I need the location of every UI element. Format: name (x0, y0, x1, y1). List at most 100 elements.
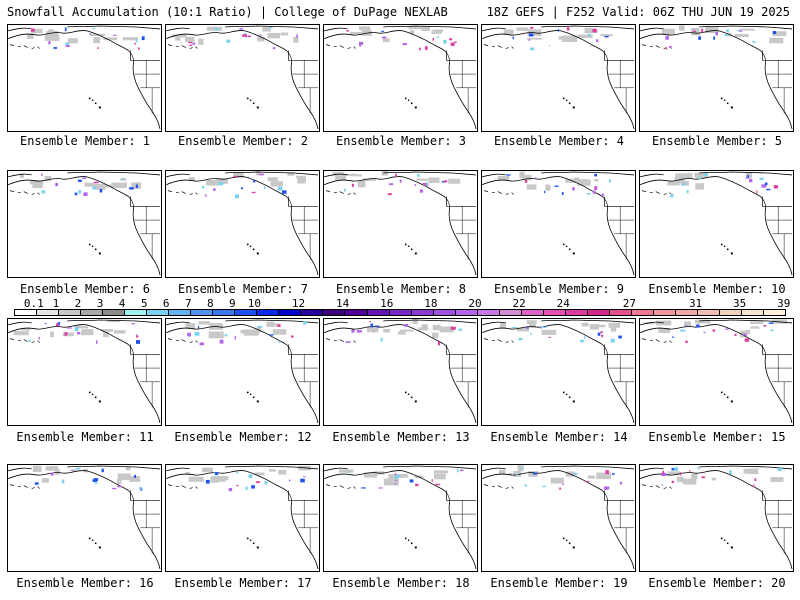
colorbar-swatch (37, 310, 60, 315)
colorbar-swatch (125, 310, 148, 315)
ensemble-member-label: Ensemble Member: 11 (16, 430, 154, 444)
colorbar-tick-label: 0.1 (23, 297, 44, 310)
ensemble-member-label: Ensemble Member: 13 (332, 430, 470, 444)
colorbar-swatch (697, 310, 720, 315)
colorbar-swatch (169, 310, 192, 315)
ensemble-map-15 (639, 318, 794, 426)
ensemble-map-11 (7, 318, 162, 426)
colorbar-swatch (455, 310, 478, 315)
colorbar-swatch (345, 310, 368, 315)
colorbar-swatch (609, 310, 632, 315)
ensemble-member-label: Ensemble Member: 6 (19, 282, 151, 296)
ensemble-map-8 (323, 170, 478, 278)
colorbar-tick-label: 10 (247, 297, 262, 310)
colorbar-swatch (59, 310, 82, 315)
ensemble-member-label: Ensemble Member: 18 (332, 576, 470, 590)
colorbar-swatch (411, 310, 434, 315)
ensemble-map-3 (323, 24, 478, 132)
ensemble-member-label: Ensemble Member: 5 (651, 134, 783, 148)
ensemble-member-label: Ensemble Member: 19 (490, 576, 628, 590)
colorbar-swatch (367, 310, 390, 315)
ensemble-map-5 (639, 24, 794, 132)
colorbar-swatch (323, 310, 346, 315)
colorbar-tick-label: 24 (556, 297, 570, 310)
colorbar-tick-label: 39 (777, 297, 791, 310)
colorbar-tick-label: 2 (74, 297, 82, 310)
colorbar-tick-label: 14 (336, 297, 350, 310)
colorbar-swatch (742, 310, 765, 315)
ensemble-member-label: Ensemble Member: 14 (490, 430, 628, 444)
colorbar-tick-label: 16 (380, 297, 394, 310)
ensemble-member-label: Ensemble Member: 20 (648, 576, 786, 590)
ensemble-map-17 (165, 464, 320, 572)
colorbar-swatch (764, 310, 786, 315)
colorbar-tick-label: 8 (206, 297, 214, 310)
colorbar-swatch (147, 310, 170, 315)
colorbar-legend: 0.1 1 2 3 4 5 6 7 8 9 10 12 14 16 18 20 22 24 27 31 35 39 (14, 297, 790, 318)
ensemble-member-label: Ensemble Member: 17 (174, 576, 312, 590)
colorbar-tick-label: 9 (229, 297, 236, 310)
colorbar-swatch (301, 310, 324, 315)
ensemble-member-label: Ensemble Member: 3 (335, 134, 467, 148)
colorbar-tick-label: 31 (688, 297, 703, 310)
ensemble-member-label: Ensemble Member: 8 (335, 282, 467, 296)
ensemble-member-label: Ensemble Member: 4 (493, 134, 625, 148)
colorbar-swatch (235, 310, 258, 315)
run-valid-time: 18Z GEFS | F252 Valid: 06Z THU JUN 19 20… (486, 5, 790, 19)
ensemble-map-1 (7, 24, 162, 132)
ensemble-map-18 (323, 464, 478, 572)
colorbar-tick-label: 6 (162, 297, 170, 310)
colorbar-swatch (543, 310, 566, 315)
colorbar-swatch (279, 310, 302, 315)
ensemble-map-7 (165, 170, 320, 278)
colorbar-swatch (477, 310, 500, 315)
colorbar-tick-label: 22 (512, 297, 526, 310)
ensemble-map-9 (481, 170, 636, 278)
ensemble-member-label: Ensemble Member: 7 (177, 282, 309, 296)
colorbar-swatch (191, 310, 214, 315)
colorbar-tick-label: 1 (52, 297, 60, 310)
ensemble-map-16 (7, 464, 162, 572)
colorbar-swatch (81, 310, 104, 315)
ensemble-member-label: Ensemble Member: 12 (174, 430, 312, 444)
colorbar-tick-label: 27 (622, 297, 637, 310)
colorbar-tick-label: 7 (184, 297, 192, 310)
ensemble-member-label: Ensemble Member: 10 (648, 282, 786, 296)
chart-title: Snowfall Accumulation (10:1 Ratio) | Col… (7, 5, 448, 19)
colorbar-swatch (257, 310, 280, 315)
ensemble-map-2 (165, 24, 320, 132)
colorbar-swatch (15, 310, 38, 315)
ensemble-map-4 (481, 24, 636, 132)
colorbar-swatches (14, 309, 786, 316)
colorbar-swatch (631, 310, 654, 315)
colorbar-swatch (103, 310, 126, 315)
colorbar-swatch (521, 310, 544, 315)
ensemble-member-label: Ensemble Member: 9 (493, 282, 625, 296)
colorbar-swatch (720, 310, 743, 315)
colorbar-swatch (675, 310, 698, 315)
ensemble-map-10 (639, 170, 794, 278)
ensemble-map-13 (323, 318, 478, 426)
colorbar-swatch (433, 310, 456, 315)
colorbar-tick-label: 4 (118, 297, 126, 310)
colorbar-tick-label: 5 (140, 297, 148, 310)
colorbar-tick-label: 35 (733, 297, 747, 310)
colorbar-tick-label: 18 (424, 297, 438, 310)
colorbar-swatch (213, 310, 236, 315)
colorbar-swatch (565, 310, 588, 315)
colorbar-tick-label: 3 (96, 297, 104, 310)
ensemble-member-label: Ensemble Member: 2 (177, 134, 309, 148)
ensemble-member-label: Ensemble Member: 1 (19, 134, 151, 148)
ensemble-map-12 (165, 318, 320, 426)
colorbar-swatch (389, 310, 412, 315)
colorbar-tick-label: 12 (291, 297, 306, 310)
colorbar-swatch (587, 310, 610, 315)
colorbar-swatch (653, 310, 676, 315)
colorbar-tick-label: 20 (468, 297, 482, 310)
ensemble-map-14 (481, 318, 636, 426)
ensemble-member-label: Ensemble Member: 16 (16, 576, 154, 590)
ensemble-map-19 (481, 464, 636, 572)
ensemble-member-label: Ensemble Member: 15 (648, 430, 786, 444)
colorbar-swatch (499, 310, 522, 315)
ensemble-map-6 (7, 170, 162, 278)
